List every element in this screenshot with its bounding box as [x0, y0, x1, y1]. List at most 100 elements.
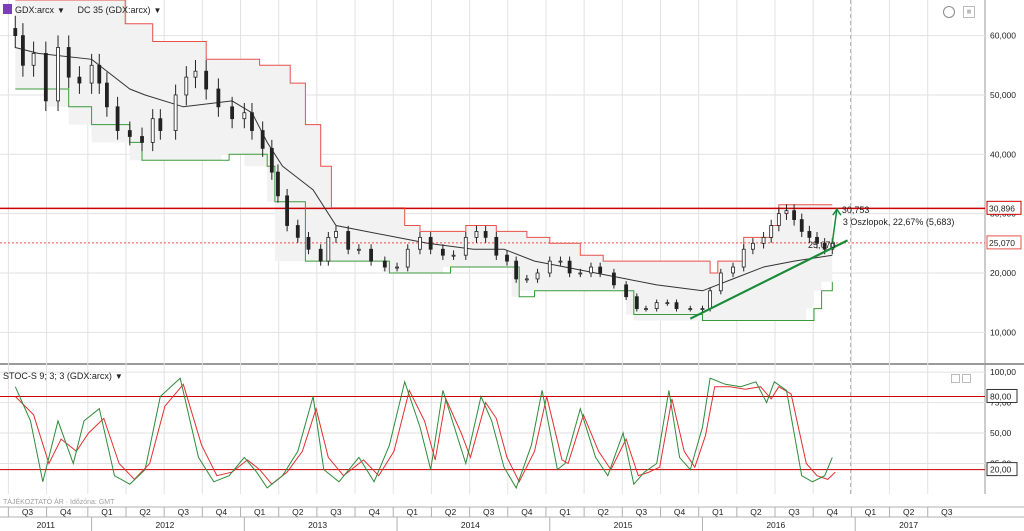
trendline	[689, 239, 849, 320]
y-tick-label: 40,000	[990, 149, 1016, 159]
candle	[463, 236, 468, 256]
x-year-label: 2011	[37, 520, 56, 530]
x-quarter-label: Q4	[827, 507, 839, 517]
candle	[741, 248, 746, 268]
annotation-measure: 3 Oszlopok, 22,67% (5,683)	[843, 217, 955, 227]
candle	[13, 28, 18, 37]
x-quarter-label: Q3	[22, 507, 34, 517]
stoch-y-tick-label: 100,00	[990, 367, 1016, 377]
x-quarter-label: Q1	[254, 507, 266, 517]
axes: 10,00020,00030,00040,00050,00060,00030,8…	[0, 31, 1024, 531]
candle	[356, 248, 361, 251]
candle	[708, 290, 713, 309]
x-quarter-label: Q1	[865, 507, 877, 517]
x-quarter-label: Q2	[139, 507, 151, 517]
stoch-level-label: 20,00	[990, 465, 1012, 475]
chevron-down-icon[interactable]: ▼	[57, 6, 65, 15]
x-year-label: 2013	[308, 520, 327, 530]
chevron-down-icon[interactable]: ▼	[153, 6, 162, 15]
close-icon[interactable]: ■	[963, 6, 975, 18]
chevron-down-icon[interactable]: ▼	[114, 372, 123, 381]
x-quarter-label: Q3	[636, 507, 648, 517]
candle	[21, 35, 25, 66]
candle	[269, 147, 274, 173]
stochastic-header: STOC-S 9; 3; 3 (GDX:arcx) ▼	[3, 371, 123, 381]
candle	[535, 272, 540, 280]
x-year-label: 2015	[614, 520, 633, 530]
candle	[230, 106, 235, 120]
x-quarter-label: Q1	[407, 507, 419, 517]
stochastic-label[interactable]: STOC-S 9; 3; 3 (GDX:arcx)	[3, 371, 112, 381]
x-quarter-label: Q4	[368, 507, 380, 517]
x-quarter-label: Q2	[903, 507, 915, 517]
candle	[295, 225, 300, 238]
candle	[104, 82, 109, 108]
stoch-level-box	[986, 462, 1018, 477]
candle	[718, 272, 723, 292]
candle	[750, 242, 755, 250]
candle	[334, 231, 338, 238]
x-quarter-label: Q3	[330, 507, 342, 517]
candle	[567, 260, 572, 274]
candle	[644, 308, 648, 310]
candle	[405, 248, 410, 268]
candle	[761, 236, 766, 244]
annotation-value: 25,070	[808, 240, 836, 250]
candle	[66, 47, 71, 78]
x-year-label: 2014	[461, 520, 480, 530]
candle	[77, 76, 82, 84]
channel-fill	[15, 0, 833, 321]
candle	[589, 266, 593, 274]
candle	[140, 136, 144, 143]
candle	[418, 236, 422, 250]
candle	[451, 254, 456, 257]
x-quarter-label: Q4	[674, 507, 686, 517]
candle	[276, 171, 280, 197]
candle	[260, 130, 265, 149]
candle	[624, 284, 629, 298]
indicator-label[interactable]: DC 35 (GDX:arcx)	[77, 5, 151, 15]
candle	[306, 236, 311, 250]
x-year-label: 2017	[899, 520, 918, 530]
candle	[807, 231, 812, 238]
candle	[326, 236, 331, 262]
candle	[89, 64, 94, 84]
stoch-k-line	[14, 377, 833, 490]
candle	[158, 118, 163, 131]
candle	[127, 130, 132, 137]
x-quarter-label: Q3	[483, 507, 495, 517]
candle	[634, 296, 639, 309]
symbol-icon	[3, 4, 12, 14]
x-quarter-label: Q1	[712, 507, 724, 517]
settings-icon[interactable]	[943, 6, 955, 18]
candle	[184, 76, 189, 96]
candle	[558, 260, 563, 263]
candle	[784, 210, 789, 215]
x-quarter-label: Q3	[941, 507, 953, 517]
candle	[665, 302, 670, 305]
symbol-label[interactable]: GDX:arcx	[15, 5, 55, 15]
candle	[815, 236, 819, 244]
candle	[700, 308, 705, 310]
close-icon[interactable]	[962, 374, 971, 383]
candle	[514, 260, 519, 280]
x-quarter-label: Q4	[216, 507, 228, 517]
x-quarter-label: Q3	[178, 507, 190, 517]
candle	[731, 266, 735, 274]
candle	[654, 302, 659, 309]
price-marker-box	[986, 200, 1022, 215]
x-year-label: 2012	[155, 520, 174, 530]
y-tick-label: 60,000	[990, 31, 1016, 41]
disclaimer: TÁJÉKOZTATÓ ÁR · Időzóna: GMT	[3, 499, 115, 506]
candle	[822, 242, 827, 250]
restore-icon[interactable]	[951, 374, 960, 383]
stoch-d-line	[14, 383, 836, 485]
arrow-head	[832, 207, 842, 216]
candle	[216, 88, 221, 108]
candle	[193, 70, 198, 78]
x-quarter-label: Q4	[60, 507, 72, 517]
candle	[792, 210, 797, 220]
x-quarter-label: Q4	[521, 507, 533, 517]
y-tick-label: 50,000	[990, 90, 1016, 100]
